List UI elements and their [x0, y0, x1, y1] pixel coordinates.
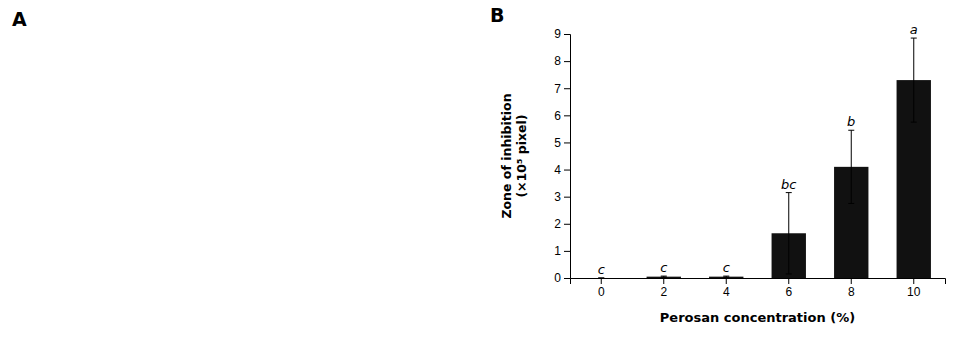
- error-bar-cap: [911, 38, 917, 39]
- error-bar: [723, 276, 729, 277]
- y-axis: 0 1 2 3 4 5 6 7 8 9: [554, 27, 570, 285]
- tick-mark: [564, 278, 570, 279]
- error-bar-cap: [786, 273, 792, 274]
- x-tick: 2: [660, 278, 667, 299]
- y-tick: 8: [554, 54, 570, 68]
- significance-label: c: [598, 262, 605, 277]
- error-bar: [848, 130, 854, 203]
- significance-label: c: [723, 260, 730, 275]
- error-bar: [598, 278, 604, 279]
- tick-mark: [601, 278, 602, 284]
- error-bar-cap: [661, 277, 667, 278]
- y-axis-title: Zone of inhibition(×10⁵ pixel): [499, 93, 529, 218]
- x-tick: 0: [598, 278, 605, 299]
- y-tick: 9: [554, 27, 570, 41]
- tick-mark: [564, 170, 570, 171]
- tick-label: 4: [554, 163, 561, 177]
- axis-line: [571, 279, 946, 285]
- error-bar: [911, 38, 917, 122]
- x-axis: 0 2 4 6 8 10: [571, 278, 946, 299]
- tick-mark: [564, 34, 570, 35]
- chart-svg: A Bc c c bc b a 0 2 4 6 8 10 0 1 2 3 4 5 6 7 8 9 Perosan concen…: [0, 0, 969, 343]
- marks: [598, 38, 931, 278]
- tick-label: 6: [554, 109, 561, 123]
- x-tick: 6: [785, 278, 792, 299]
- tick-label: 1: [554, 244, 561, 258]
- plot-area: c c c bc b a 0 2 4 6 8 10 0 1 2 3 4 5 6 7 8 9: [554, 22, 945, 298]
- tick-mark: [564, 224, 570, 225]
- significance-label: b: [847, 114, 855, 129]
- error-bar: [786, 193, 792, 274]
- tick-label: 0: [598, 285, 605, 299]
- error-bar-cap: [786, 192, 792, 193]
- tick-mark: [788, 278, 789, 284]
- error-bar-cap: [848, 130, 854, 131]
- x-tick: 4: [723, 278, 730, 299]
- tick-mark: [564, 88, 570, 89]
- x-axis-title: Perosan concentration (%): [660, 310, 855, 325]
- tick-mark: [564, 115, 570, 116]
- tick-mark: [913, 278, 914, 284]
- tick-mark: [564, 197, 570, 198]
- error-bar-cap: [598, 278, 604, 279]
- error-bar: [661, 276, 667, 277]
- y-tick: 0: [554, 271, 570, 285]
- bar: [647, 277, 681, 278]
- significance-label: bc: [781, 177, 796, 192]
- error-bar-cap: [598, 278, 604, 279]
- y-tick: 2: [554, 217, 570, 231]
- tick-label: 4: [723, 285, 730, 299]
- tick-mark: [726, 278, 727, 284]
- tick-label: 6: [785, 285, 792, 299]
- bar-labels: c c c bc b a: [598, 22, 918, 277]
- error-bar-cap: [723, 276, 729, 277]
- y-tick: 3: [554, 190, 570, 204]
- y-tick: 1: [554, 244, 570, 258]
- y-tick: 7: [554, 82, 570, 96]
- tick-label: 7: [554, 82, 561, 96]
- x-tick: 10: [907, 278, 921, 299]
- tick-label: 8: [554, 54, 561, 68]
- tick-label: 0: [554, 271, 561, 285]
- error-bar-line: [788, 193, 789, 274]
- error-bar-cap: [723, 277, 729, 278]
- y-tick: 4: [554, 163, 570, 177]
- tick-mark: [564, 251, 570, 252]
- tick-mark: [564, 61, 570, 62]
- error-bar-cap: [848, 203, 854, 204]
- tick-label: 8: [848, 285, 855, 299]
- error-bar-line: [913, 38, 914, 122]
- y-tick: 6: [554, 109, 570, 123]
- tick-label: 2: [660, 285, 667, 299]
- bar: [709, 277, 743, 278]
- tick-label: 2: [554, 217, 561, 231]
- y-tick: 5: [554, 136, 570, 150]
- significance-label: c: [660, 260, 667, 275]
- error-bar-cap: [911, 122, 917, 123]
- tick-mark: [851, 278, 852, 284]
- panel-label: B: [490, 4, 504, 26]
- error-bar-cap: [661, 276, 667, 277]
- error-bar-line: [851, 130, 852, 203]
- significance-label: a: [910, 22, 918, 37]
- axis-line: [564, 35, 571, 279]
- bar: [584, 278, 618, 279]
- tick-mark: [564, 142, 570, 143]
- panel-label: A: [12, 8, 27, 30]
- tick-label: 9: [554, 27, 561, 41]
- tick-mark: [663, 278, 664, 284]
- tick-label: 10: [907, 285, 921, 299]
- tick-label: 3: [554, 190, 561, 204]
- x-tick: 8: [848, 278, 855, 299]
- tick-label: 5: [554, 136, 561, 150]
